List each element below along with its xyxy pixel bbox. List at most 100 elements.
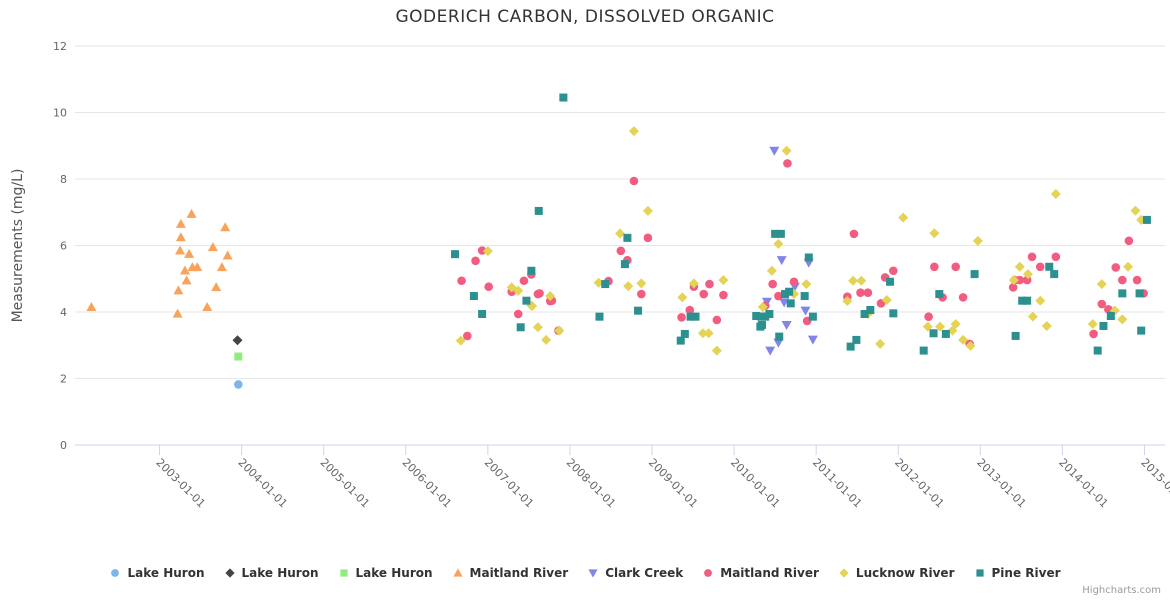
data-point[interactable] bbox=[929, 228, 940, 239]
data-point[interactable] bbox=[970, 270, 979, 279]
data-point[interactable] bbox=[765, 309, 774, 318]
data-point[interactable] bbox=[776, 256, 787, 266]
data-point[interactable] bbox=[958, 334, 969, 345]
data-point[interactable] bbox=[471, 256, 480, 266]
data-point[interactable] bbox=[757, 302, 768, 313]
data-point[interactable] bbox=[769, 146, 780, 156]
data-point[interactable] bbox=[522, 296, 531, 305]
data-point[interactable] bbox=[1011, 331, 1020, 340]
data-point[interactable] bbox=[929, 329, 938, 338]
data-point[interactable] bbox=[482, 246, 493, 257]
circle-marker-glyph[interactable] bbox=[704, 569, 713, 577]
data-point[interactable] bbox=[860, 309, 869, 318]
data-point[interactable] bbox=[765, 346, 776, 356]
data-point[interactable] bbox=[216, 262, 227, 272]
data-point[interactable] bbox=[691, 312, 700, 321]
data-point[interactable] bbox=[532, 322, 543, 333]
data-point[interactable] bbox=[1022, 269, 1033, 280]
data-point[interactable] bbox=[757, 312, 766, 321]
legend-item-clark-creek[interactable]: Clark Creek bbox=[587, 566, 683, 580]
data-point[interactable] bbox=[935, 290, 944, 299]
data-point[interactable] bbox=[1106, 311, 1115, 320]
data-point[interactable] bbox=[616, 246, 626, 256]
data-point[interactable] bbox=[786, 299, 795, 308]
data-point[interactable] bbox=[699, 289, 709, 299]
data-point[interactable] bbox=[623, 281, 634, 292]
data-point[interactable] bbox=[615, 228, 625, 239]
data-point[interactable] bbox=[1018, 296, 1027, 305]
triangle-down-marker-glyph[interactable] bbox=[588, 569, 598, 578]
data-point[interactable] bbox=[535, 289, 544, 298]
data-point[interactable] bbox=[643, 233, 653, 243]
data-point[interactable] bbox=[922, 321, 933, 332]
data-point[interactable] bbox=[785, 287, 794, 296]
data-point[interactable] bbox=[1027, 252, 1037, 262]
data-point[interactable] bbox=[179, 265, 190, 275]
data-point[interactable] bbox=[642, 205, 653, 216]
data-point[interactable] bbox=[801, 279, 812, 290]
data-point[interactable] bbox=[220, 222, 231, 232]
data-point[interactable] bbox=[685, 305, 695, 315]
data-point[interactable] bbox=[455, 335, 466, 346]
data-point[interactable] bbox=[789, 277, 799, 287]
data-point[interactable] bbox=[595, 312, 604, 321]
data-point[interactable] bbox=[1008, 283, 1018, 292]
data-point[interactable] bbox=[513, 285, 524, 296]
legend-item-maitland-river[interactable]: Maitland River bbox=[702, 566, 819, 580]
data-point[interactable] bbox=[1132, 275, 1142, 285]
data-point[interactable] bbox=[965, 340, 976, 351]
data-point[interactable] bbox=[1130, 205, 1141, 216]
data-point[interactable] bbox=[849, 229, 859, 239]
data-point[interactable] bbox=[1123, 261, 1134, 272]
data-point[interactable] bbox=[781, 320, 792, 330]
data-point[interactable] bbox=[172, 308, 183, 318]
data-point[interactable] bbox=[1099, 321, 1108, 330]
data-point[interactable] bbox=[173, 285, 184, 295]
data-point[interactable] bbox=[705, 279, 714, 289]
data-point[interactable] bbox=[1050, 188, 1061, 199]
square-marker-glyph[interactable] bbox=[975, 569, 984, 577]
data-point[interactable] bbox=[477, 246, 487, 255]
legend-item-lake-huron[interactable]: Lake Huron bbox=[224, 566, 319, 580]
data-point[interactable] bbox=[1023, 296, 1032, 305]
data-point[interactable] bbox=[800, 306, 811, 316]
data-point[interactable] bbox=[766, 265, 777, 276]
data-point[interactable] bbox=[935, 321, 946, 332]
legend-item-pine-river[interactable]: Pine River bbox=[974, 566, 1061, 580]
data-point[interactable] bbox=[773, 238, 784, 249]
data-point[interactable] bbox=[636, 278, 647, 289]
data-point[interactable] bbox=[1027, 311, 1038, 322]
data-point[interactable] bbox=[1035, 295, 1046, 306]
data-point[interactable] bbox=[804, 253, 813, 262]
data-point[interactable] bbox=[519, 276, 529, 286]
data-point[interactable] bbox=[463, 331, 472, 341]
data-point[interactable] bbox=[1089, 329, 1098, 339]
data-point[interactable] bbox=[800, 292, 809, 301]
data-point[interactable] bbox=[469, 292, 478, 301]
data-point[interactable] bbox=[207, 242, 218, 252]
data-point[interactable] bbox=[186, 208, 197, 218]
data-point[interactable] bbox=[807, 335, 818, 345]
data-point[interactable] bbox=[1087, 318, 1098, 329]
data-point[interactable] bbox=[886, 277, 895, 286]
data-point[interactable] bbox=[951, 262, 961, 272]
data-point[interactable] bbox=[718, 275, 729, 286]
data-point[interactable] bbox=[1118, 275, 1127, 285]
data-point[interactable] bbox=[677, 313, 686, 322]
data-point[interactable] bbox=[856, 288, 865, 298]
data-point[interactable] bbox=[780, 290, 789, 299]
data-point[interactable] bbox=[677, 292, 688, 303]
data-point[interactable] bbox=[1022, 275, 1032, 285]
data-point[interactable] bbox=[234, 352, 243, 361]
data-point[interactable] bbox=[688, 278, 699, 289]
data-point[interactable] bbox=[768, 279, 777, 289]
data-point[interactable] bbox=[711, 345, 722, 356]
square-marker-glyph[interactable] bbox=[339, 569, 348, 577]
data-point[interactable] bbox=[1097, 299, 1107, 309]
data-point[interactable] bbox=[1045, 262, 1054, 271]
data-point[interactable] bbox=[881, 295, 892, 306]
data-point[interactable] bbox=[637, 289, 646, 299]
data-point[interactable] bbox=[781, 145, 792, 156]
data-point[interactable] bbox=[752, 311, 761, 320]
diamond-marker-glyph[interactable] bbox=[839, 568, 849, 578]
